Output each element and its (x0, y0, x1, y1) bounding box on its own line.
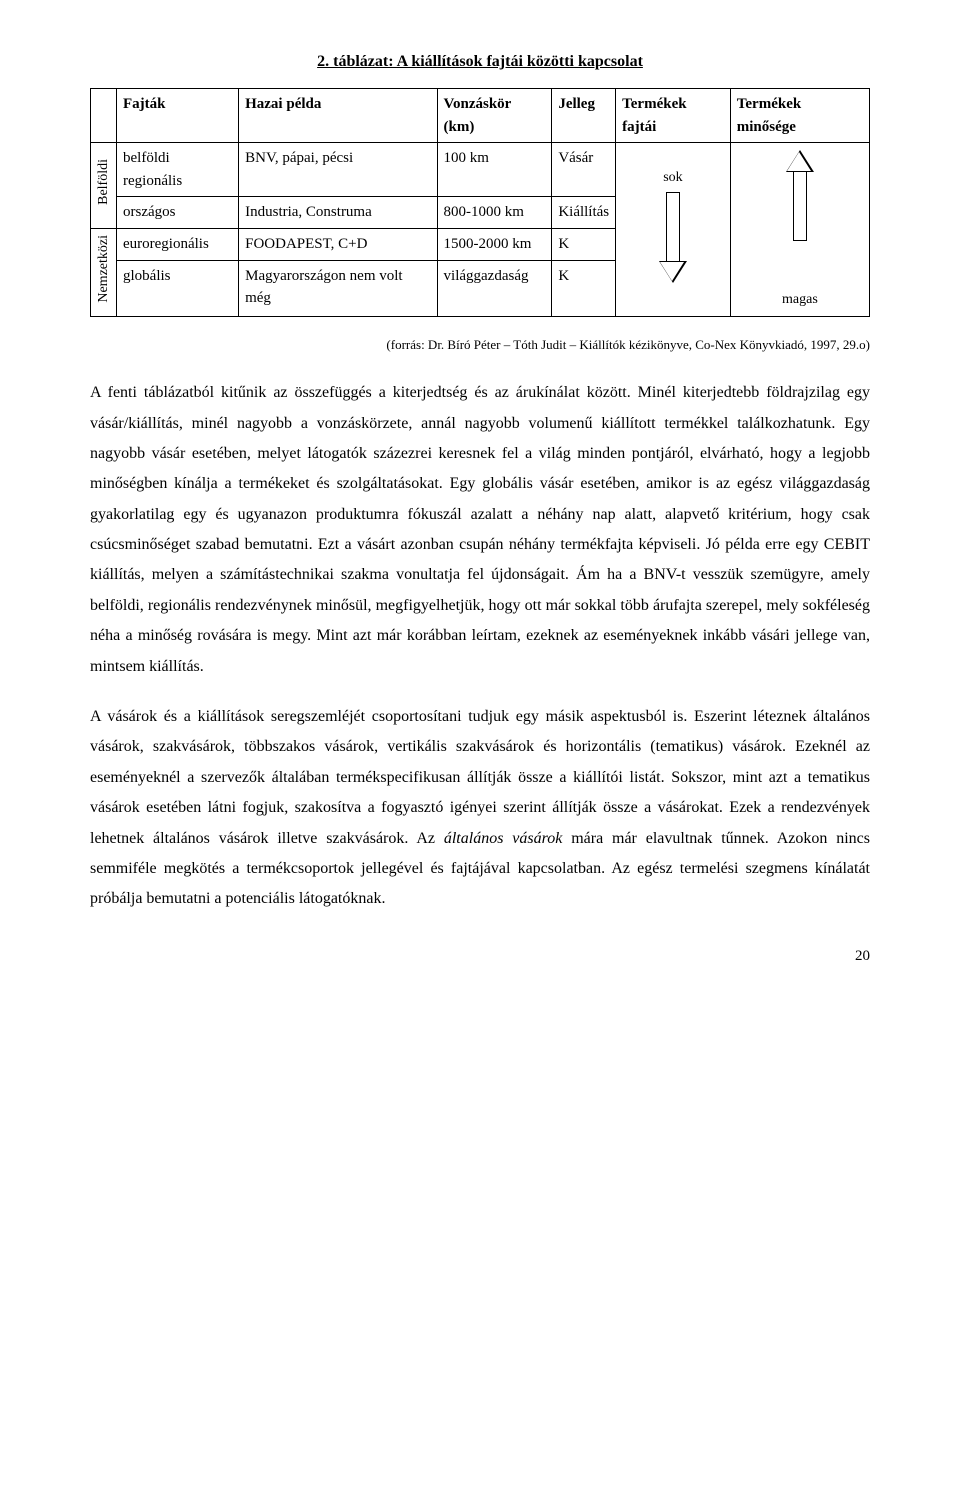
cell-jelleg: Vásár (552, 143, 616, 197)
arrow-termekek-fajtai: sok (616, 143, 731, 317)
cell-pelda: FOODAPEST, C+D (239, 228, 437, 260)
cell-vonz: világgazdaság (437, 260, 552, 316)
col-jelleg: Jelleg (552, 89, 616, 143)
col-termekek-minosege: Termékek minősége (730, 89, 869, 143)
para2-part-a: A vásárok és a kiállítások seregszemléjé… (90, 708, 870, 847)
cell-fajtak: globális (117, 260, 239, 316)
header-blank (91, 89, 117, 143)
col-fajtak: Fajták (117, 89, 239, 143)
cell-pelda: Magyarországon nem volt még (239, 260, 437, 316)
paragraph-2: A vásárok és a kiállítások seregszemléjé… (90, 702, 870, 915)
para2-italic: általános vásárok (444, 830, 562, 847)
cell-fajtak: belföldi regionális (117, 143, 239, 197)
table-title: 2. táblázat: A kiállítások fajtái között… (90, 50, 870, 74)
page-number: 20 (90, 945, 870, 968)
arrow-label-magas: magas (737, 289, 863, 310)
arrow-down-icon (659, 192, 687, 284)
table-row: Belföldi belföldi regionális BNV, pápai,… (91, 143, 870, 197)
arrow-termekek-minosege: magas (730, 143, 869, 317)
cell-vonz: 800-1000 km (437, 197, 552, 229)
col-termekek-fajtai: Termékek fajtái (616, 89, 731, 143)
cell-vonz: 100 km (437, 143, 552, 197)
exhibition-table: Fajták Hazai példa Vonzáskör (km) Jelleg… (90, 88, 870, 317)
vlabel-belfoldi: Belföldi (91, 143, 117, 229)
vlabel-nemzetkozi: Nemzetközi (91, 228, 117, 316)
cell-fajtak: országos (117, 197, 239, 229)
col-vonz: Vonzáskör (km) (437, 89, 552, 143)
arrow-up-icon (786, 149, 814, 241)
arrow-label-sok: sok (622, 167, 724, 188)
table-wrapper: Fajták Hazai példa Vonzáskör (km) Jelleg… (90, 88, 870, 317)
paragraph-1: A fenti táblázatból kitűnik az összefügg… (90, 378, 870, 682)
cell-jelleg: Kiállítás (552, 197, 616, 229)
cell-jelleg: K (552, 260, 616, 316)
cell-vonz: 1500-2000 km (437, 228, 552, 260)
cell-jelleg: K (552, 228, 616, 260)
col-pelda: Hazai példa (239, 89, 437, 143)
cell-pelda: BNV, pápai, pécsi (239, 143, 437, 197)
cell-fajtak: euroregionális (117, 228, 239, 260)
source-citation: (forrás: Dr. Bíró Péter – Tóth Judit – K… (90, 335, 870, 355)
cell-pelda: Industria, Construma (239, 197, 437, 229)
